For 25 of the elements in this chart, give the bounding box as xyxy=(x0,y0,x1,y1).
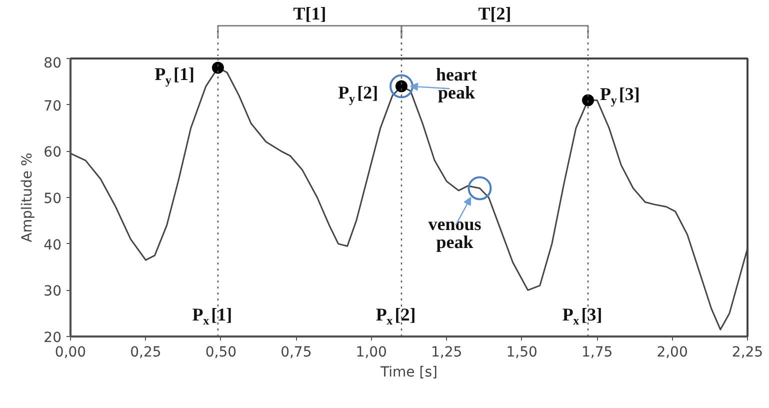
y-tick-label: 60 xyxy=(44,144,62,161)
x-axis-title: Time [s] xyxy=(380,364,438,380)
annotation: venous peak xyxy=(428,214,482,252)
x-tick-label: 1,25 xyxy=(431,344,462,360)
x-tick-label: 1,00 xyxy=(356,344,387,360)
x-tick-label: 2,00 xyxy=(656,344,688,360)
y-tick-label: 70 xyxy=(44,98,62,114)
y-tick-label: 30 xyxy=(44,284,62,300)
point xyxy=(212,62,224,74)
y-axis-title: Amplitude % xyxy=(20,152,36,242)
point xyxy=(582,94,594,106)
x-tick-label: 1,50 xyxy=(506,344,538,360)
y-tick-label: 40 xyxy=(44,237,62,254)
text: T[2] xyxy=(478,4,512,24)
text: T[1] xyxy=(293,4,326,24)
x-tick-label: 0,50 xyxy=(205,344,237,360)
annotation: heart peak xyxy=(436,64,477,102)
y-tick-label: 50 xyxy=(44,191,62,207)
x-tick-label: 2,25 xyxy=(732,344,764,360)
x-tick-label: 1,75 xyxy=(581,344,613,360)
y-tick-label: 80 xyxy=(44,56,62,72)
y-tick-label: 20 xyxy=(44,330,62,346)
x-tick-label: 0,00 xyxy=(54,344,86,360)
x-tick-label: 0,25 xyxy=(130,344,162,360)
x-tick-label: 0,75 xyxy=(280,344,312,360)
